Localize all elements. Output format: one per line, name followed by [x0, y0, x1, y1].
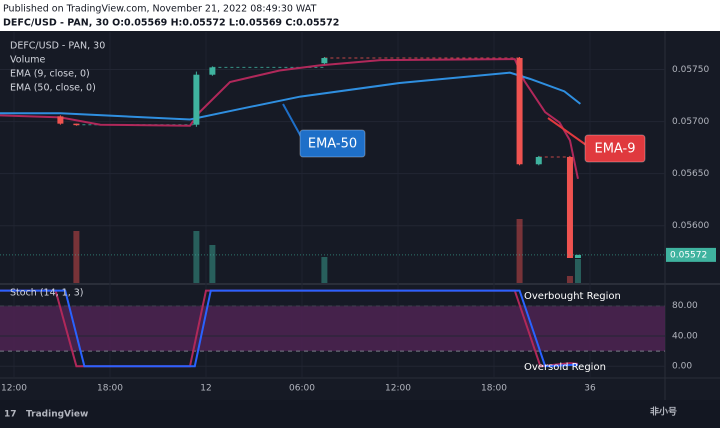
indicator-line: [0, 289, 579, 368]
last-price-label: 0.05572: [670, 250, 707, 260]
annotation-box: [299, 129, 366, 158]
brand-logo: 17: [4, 410, 17, 420]
annotation-label: EMA-50: [308, 137, 357, 152]
last-price-box: [666, 247, 716, 262]
candle-body: [73, 123, 80, 126]
y-tick-label: 80.00: [672, 301, 698, 311]
volume-bar: [209, 245, 216, 283]
y-tick-label: 40.00: [672, 331, 698, 341]
y-tick-label: 0.05650: [672, 169, 709, 179]
legend-entry: Volume: [10, 55, 45, 66]
watermark: 非小号: [650, 406, 677, 418]
y-tick-label: 0.05750: [672, 65, 709, 75]
annotation-box: [584, 134, 646, 163]
volume-bar: [516, 219, 523, 283]
candle-body: [535, 156, 542, 165]
x-tick-label: 06:00: [289, 384, 315, 394]
x-tick-label: 12: [200, 384, 211, 394]
brand: TradingView: [26, 410, 88, 420]
indicator-line: [0, 289, 579, 368]
legend-entry: EMA (50, close, 0): [10, 83, 96, 94]
symbol-text: DEFC/USD - PAN, 30 O:0.05569 H:0.05572 L…: [3, 18, 339, 29]
pane-title: Stoch (14, 1, 3): [10, 288, 84, 299]
annotation-arrow: [547, 117, 590, 148]
candle-body: [516, 58, 523, 165]
indicator-line: [0, 71, 581, 121]
candle-body: [321, 58, 328, 64]
volume-bar: [73, 231, 80, 283]
published-text: Published on TradingView.com, November 2…: [3, 4, 317, 15]
y-tick-label: 0.00: [672, 362, 692, 372]
y-tick-label: 0.05700: [672, 117, 709, 127]
volume-bar: [574, 259, 581, 283]
candle-body: [566, 156, 573, 259]
y-tick-label: 0.05600: [672, 221, 709, 231]
x-tick-label: 36: [584, 384, 596, 394]
region-label: Oversold Region: [524, 362, 606, 373]
volume-bar: [321, 257, 328, 283]
legend-entry: EMA (9, close, 0): [10, 69, 90, 80]
volume-bar: [193, 231, 200, 283]
x-tick-label: 18:00: [97, 384, 123, 394]
volume-bar: [566, 276, 573, 283]
candle-body: [193, 74, 200, 125]
candle-body: [209, 67, 216, 75]
header-bar: [0, 0, 720, 31]
legend-entry: DEFC/USD - PAN, 30: [10, 41, 105, 52]
indicator-line: [0, 58, 579, 180]
footer-bar: [0, 400, 720, 428]
candle-body: [574, 254, 581, 259]
stoch-band: [0, 305, 665, 352]
candle-body: [57, 116, 64, 124]
x-tick-label: 18:00: [481, 384, 507, 394]
annotation-label: EMA-9: [595, 142, 636, 157]
region-label: Overbought Region: [524, 291, 621, 302]
x-tick-label: 12:00: [385, 384, 411, 394]
x-tick-label: 12:00: [1, 384, 27, 394]
